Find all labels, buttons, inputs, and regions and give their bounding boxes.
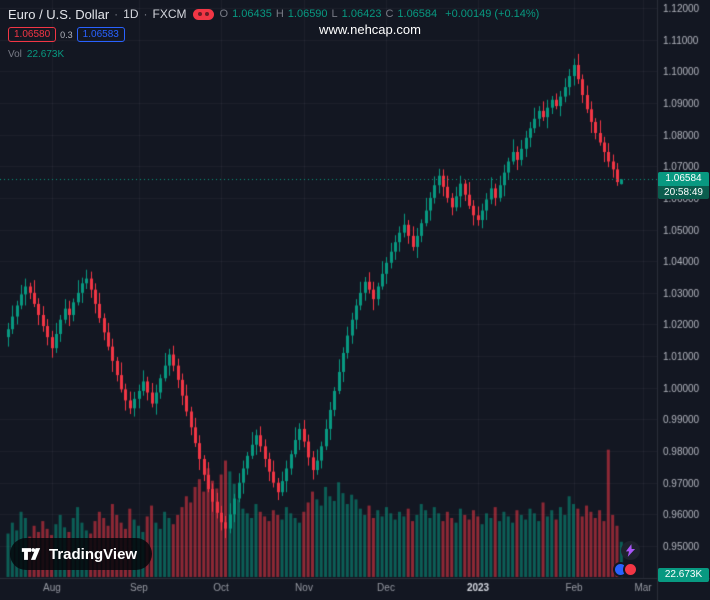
symbol-title: Euro / U.S. Dollar [8, 6, 110, 22]
tradingview-logo[interactable]: TradingView [10, 538, 153, 570]
interval-label: 1D [123, 7, 139, 21]
exchange-label: FXCM [152, 7, 187, 21]
close-value: 1.06584 [397, 8, 438, 20]
legend-separator: · [143, 7, 148, 21]
lightning-icon [625, 544, 636, 557]
ohlc-values: O 1.06435 H 1.06590 L 1.06423 C 1.06584 [220, 8, 438, 20]
low-value: 1.06423 [341, 8, 382, 20]
buy-price-button[interactable]: 1.06583 [76, 27, 125, 42]
legend-row-symbol: Euro / U.S. Dollar · 1D · FXCM O 1.06435 … [8, 6, 539, 22]
volume-axis-badge: 22.673K [658, 568, 709, 582]
open-value: 1.06435 [232, 8, 272, 20]
reactions-group[interactable] [613, 562, 638, 577]
current-price-label: 1.06584 [658, 172, 709, 186]
spread-value: 0.3 [60, 29, 73, 40]
legend-row-volume: Vol 22.673K [8, 49, 539, 60]
low-label: L [331, 8, 338, 20]
volume-label: Vol [8, 49, 22, 60]
sell-price-button[interactable]: 1.06580 [8, 27, 57, 42]
close-label: C [385, 8, 394, 20]
marker-flag-icon[interactable] [192, 8, 214, 20]
watermark-text: www.nehcap.com [319, 22, 421, 37]
chart-legend: Euro / U.S. Dollar · 1D · FXCM O 1.06435 … [8, 6, 539, 60]
tradingview-logo-icon [21, 548, 41, 560]
bar-countdown: 20:58:49 [658, 186, 709, 199]
legend-separator: · [114, 7, 119, 21]
open-label: O [219, 8, 229, 20]
boost-button[interactable] [621, 541, 640, 560]
high-label: H [275, 8, 284, 20]
current-price-badge: 1.06584 20:58:49 [658, 172, 709, 199]
legend-symbol-button[interactable]: Euro / U.S. Dollar · 1D · FXCM [8, 7, 187, 22]
high-value: 1.06590 [287, 8, 328, 20]
change-value: +0.00149 (+0.14%) [445, 8, 540, 20]
tradingview-logo-text: TradingView [49, 545, 138, 563]
legend-row-quotes: 1.06580 0.3 1.06583 [8, 27, 539, 42]
volume-value: 22.673K [26, 49, 65, 60]
red-reaction-icon[interactable] [623, 562, 638, 577]
